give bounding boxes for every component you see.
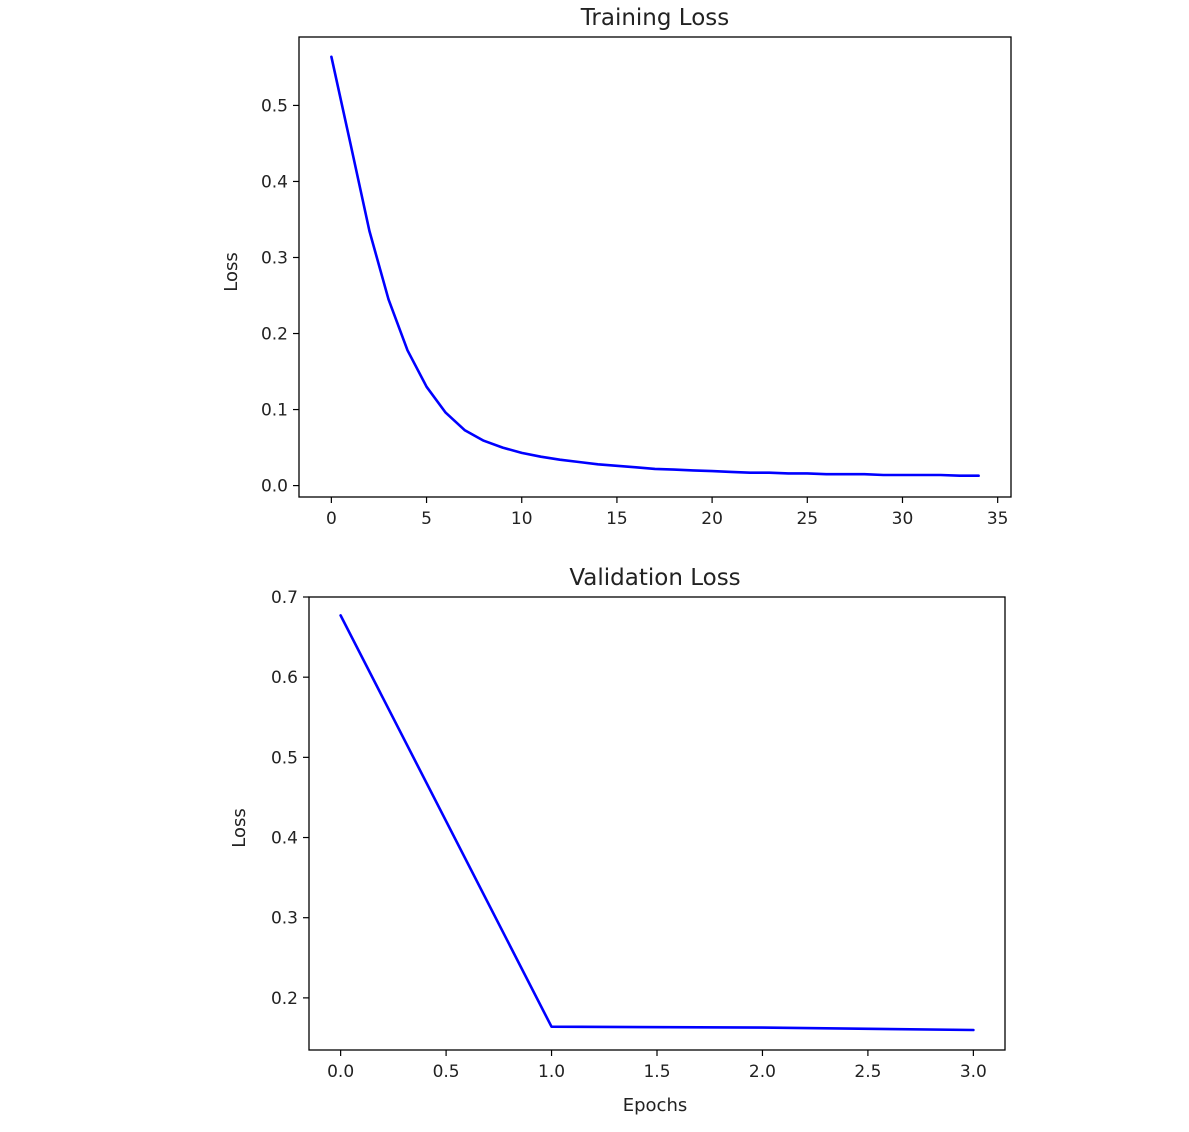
validation-loss-x-tick-label: 0.5 bbox=[433, 1062, 460, 1082]
validation-loss-x-tick-label: 3.0 bbox=[960, 1062, 987, 1082]
validation-loss-xlabel: Epochs bbox=[623, 1095, 688, 1116]
validation-loss-axes-frame bbox=[308, 596, 1006, 1051]
training-loss-y-tick-label: 0.1 bbox=[261, 401, 288, 421]
validation-loss-y-tick-label: 0.4 bbox=[271, 829, 298, 849]
training-loss-series-line bbox=[330, 55, 980, 478]
training-loss-x-tick-label: 20 bbox=[701, 509, 723, 529]
validation-loss-x-tick-label: 1.0 bbox=[538, 1062, 565, 1082]
training-loss-ylabel: Loss bbox=[221, 252, 242, 291]
training-loss-x-tick-label: 35 bbox=[987, 509, 1009, 529]
validation-loss-x-tick-label: 0.0 bbox=[327, 1062, 354, 1082]
validation-loss-y-tick-label: 0.2 bbox=[271, 989, 298, 1009]
training-loss-x-tick-label: 0 bbox=[326, 509, 337, 529]
validation-loss-ylabel: Loss bbox=[229, 808, 250, 847]
validation-loss-y-tick-label: 0.3 bbox=[271, 909, 298, 929]
validation-loss-y-tick-label: 0.5 bbox=[271, 748, 298, 768]
training-loss-title: Training Loss bbox=[580, 5, 730, 31]
validation-loss-x-tick-label: 2.0 bbox=[749, 1062, 776, 1082]
validation-loss-chart: Validation Loss Loss Epochs 0.0 0.5 1.0 1.5… bbox=[229, 565, 1006, 1116]
validation-loss-title: Validation Loss bbox=[569, 565, 740, 591]
training-loss-y-tick-label: 0.4 bbox=[261, 172, 288, 192]
training-loss-x-tick-label: 5 bbox=[421, 509, 432, 529]
training-loss-y-tick-label: 0.5 bbox=[261, 96, 288, 116]
training-loss-x-tick-label: 30 bbox=[892, 509, 914, 529]
training-loss-x-tick-label: 15 bbox=[606, 509, 628, 529]
validation-loss-y-tick-label: 0.7 bbox=[271, 588, 298, 608]
validation-loss-y-tick-label: 0.6 bbox=[271, 668, 298, 688]
validation-loss-x-tick-label: 1.5 bbox=[643, 1062, 670, 1082]
validation-loss-x-tick-label: 2.5 bbox=[854, 1062, 881, 1082]
training-loss-x-tick-label: 10 bbox=[511, 509, 533, 529]
training-loss-axes-frame bbox=[298, 36, 1012, 498]
validation-loss-series-line bbox=[339, 614, 975, 1032]
training-loss-y-tick-label: 0.2 bbox=[261, 325, 288, 345]
training-loss-y-tick-label: 0.3 bbox=[261, 248, 288, 268]
training-loss-chart: Training Loss Loss 0 5 10 15 20 25 30 35 0.0 0.1 0… bbox=[221, 5, 1012, 529]
training-loss-x-tick-label: 25 bbox=[796, 509, 818, 529]
training-loss-y-tick-label: 0.0 bbox=[261, 477, 288, 497]
